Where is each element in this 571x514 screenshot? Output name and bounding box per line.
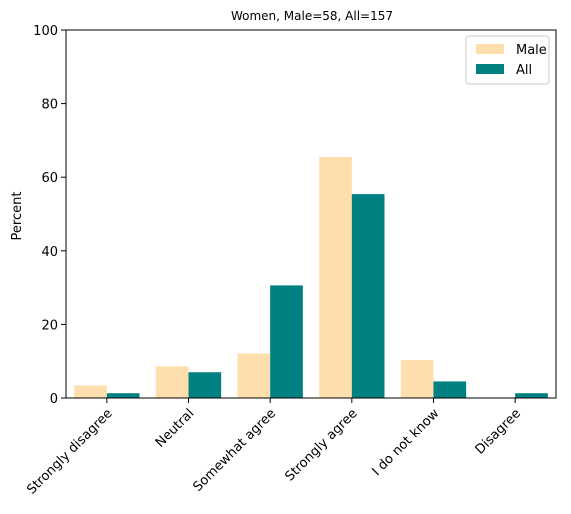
bars-group [74,156,548,398]
y-axis-label: Percent [10,192,25,241]
bar-all-3 [351,194,385,398]
legend: Male All [465,35,550,85]
chart-title: Women, Male=58, All=157 [231,9,393,23]
y-tick-label-2: 40 [41,245,58,260]
x-tick-label-2: Somewhat agree [190,406,279,495]
axes-group: 0 20 40 60 80 100 Strongly disagree NeutralSome… [24,24,557,498]
bar-all-0 [106,393,140,398]
bar-all-5 [515,393,548,398]
bar-all-1 [188,372,222,398]
x-tick-label-1: Neutral [153,406,198,451]
bar-all-4 [433,381,467,398]
y-tick-label-5: 100 [33,24,58,39]
legend-label-male: Male [516,43,547,58]
y-tick-label-3: 60 [41,171,58,186]
legend-swatch-all [476,64,504,74]
bar-male-4 [400,360,434,398]
bar-all-2 [270,285,303,398]
y-tick-label-1: 20 [41,318,58,333]
y-tick-label-4: 80 [41,98,58,113]
bar-male-0 [74,385,107,398]
plot-frame [65,29,557,399]
y-tick-label-0: 0 [50,392,58,407]
legend-swatch-male [476,44,504,54]
x-tick-label-5: Disagree [473,406,524,457]
x-tick-label-0: Strongly disagree [24,406,115,497]
x-tick-label-3: Strongly agree [282,406,360,484]
x-tick-label-4: I do not know [369,406,442,479]
bar-male-3 [319,156,352,398]
legend-label-all: All [516,63,532,78]
bar-male-1 [155,366,189,398]
bar-male-2 [237,353,271,398]
